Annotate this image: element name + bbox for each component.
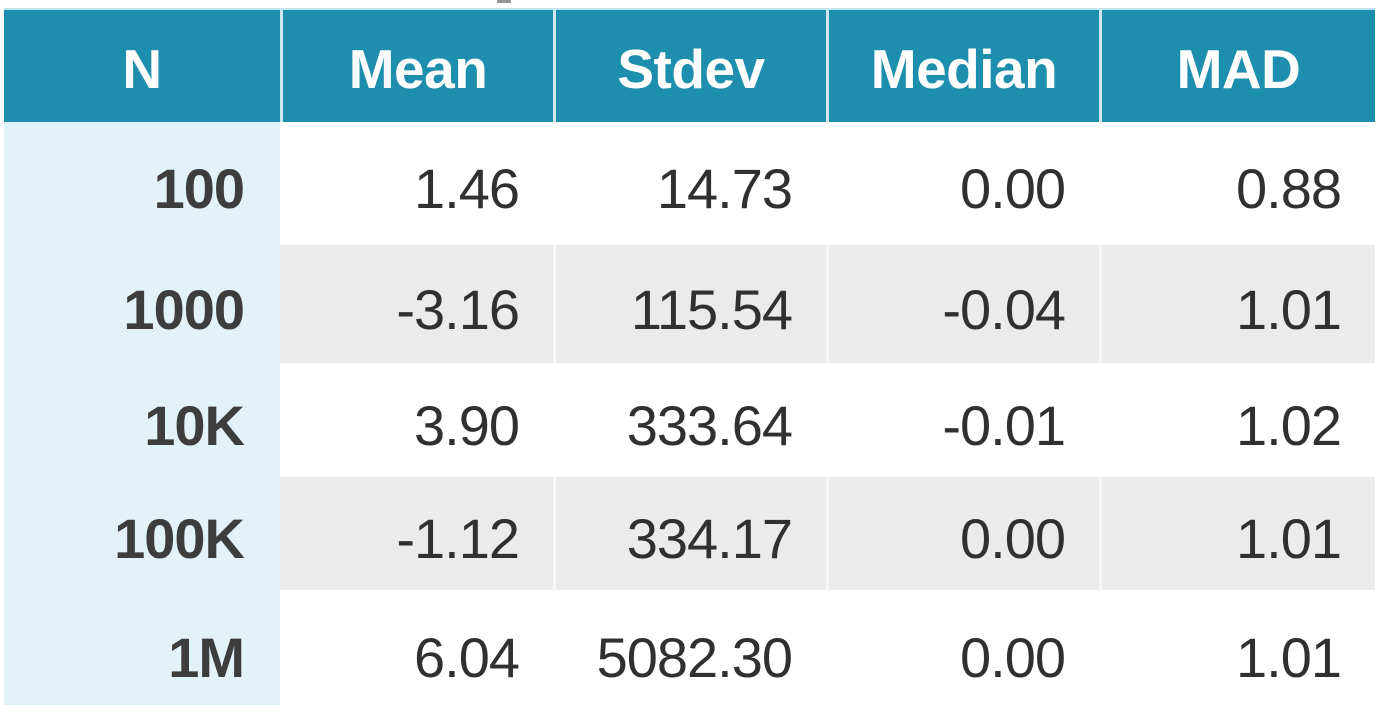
cell-mean: -1.12 <box>280 477 553 590</box>
column-header-n: N <box>122 38 162 100</box>
cell-median: -0.01 <box>826 363 1099 477</box>
table-row-1000: 1000 -3.16 115.54 -0.04 1.01 <box>4 245 1375 363</box>
table-row-100: 100 1.46 14.73 0.00 0.88 <box>4 122 1375 245</box>
cell-n: 10K <box>4 363 280 477</box>
cell-stdev: 333.64 <box>553 363 826 477</box>
statistics-table: N Mean Stdev Median MAD 100 1.46 14.73 0… <box>4 8 1375 714</box>
cell-stdev: 115.54 <box>553 245 826 363</box>
cell-stdev: 14.73 <box>553 122 826 245</box>
column-header-median: Median <box>826 10 1099 122</box>
cell-stdev: 5082.30 <box>553 590 826 714</box>
cell-median: 0.00 <box>826 590 1099 714</box>
cropped-text-artifact <box>497 0 511 3</box>
cell-n: 100 <box>4 122 280 245</box>
column-header-mad: MAD <box>1099 10 1375 122</box>
cell-mean: 1.46 <box>280 122 553 245</box>
cell-n: 1000 <box>4 245 280 363</box>
cell-mean: -3.16 <box>280 245 553 363</box>
cell-median: -0.04 <box>826 245 1099 363</box>
table-row-10k: 10K 3.90 333.64 -0.01 1.02 <box>4 363 1375 477</box>
cell-median: 0.00 <box>826 122 1099 245</box>
cell-mad: 1.01 <box>1099 477 1375 590</box>
table-row-100k: 100K -1.12 334.17 0.00 1.01 <box>4 477 1375 590</box>
cell-mean: 6.04 <box>280 590 553 714</box>
cell-median: 0.00 <box>826 477 1099 590</box>
cell-stdev: 334.17 <box>553 477 826 590</box>
cell-mean: 3.90 <box>280 363 553 477</box>
column-header-mean: Mean <box>280 10 553 122</box>
cell-mad: 1.01 <box>1099 590 1375 714</box>
cell-mad: 1.02 <box>1099 363 1375 477</box>
table-row-1m: 1M 6.04 5082.30 0.00 1.01 <box>4 590 1375 714</box>
cell-n: 100K <box>4 477 280 590</box>
cell-n: 1M <box>4 590 280 714</box>
cell-mad: 1.01 <box>1099 245 1375 363</box>
cell-mad: 0.88 <box>1099 122 1375 245</box>
table-header-row: N Mean Stdev Median MAD <box>4 8 1375 122</box>
column-header-stdev: Stdev <box>553 10 826 122</box>
